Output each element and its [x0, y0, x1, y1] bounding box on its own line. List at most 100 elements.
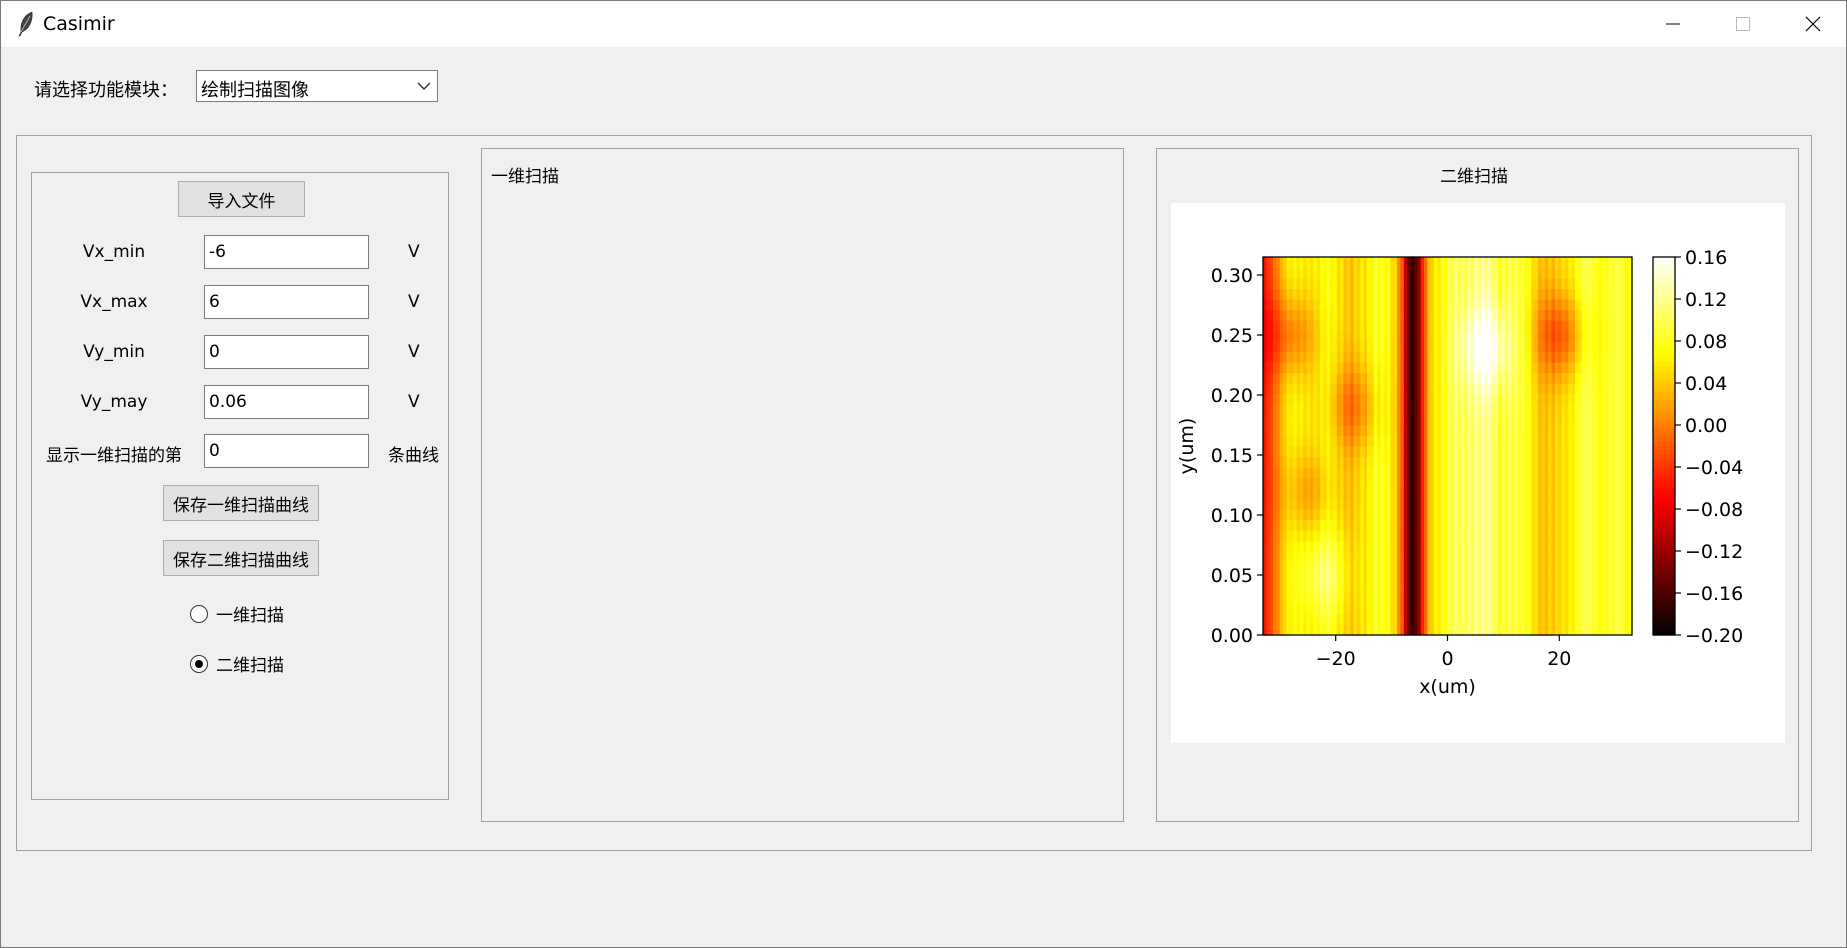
- heatmap-cell: [1477, 341, 1482, 353]
- radio-2d-scan[interactable]: 二维扫描: [190, 651, 284, 676]
- heatmap-cell: [1340, 288, 1345, 300]
- heatmap-cell: [1296, 561, 1301, 573]
- heatmap-cell: [1558, 477, 1563, 489]
- heatmap-cell: [1387, 320, 1392, 332]
- heatmap-cell: [1279, 351, 1284, 363]
- heatmap-cell: [1343, 435, 1348, 447]
- heatmap-cell: [1514, 435, 1519, 447]
- heatmap-cell: [1554, 593, 1559, 605]
- heatmap-cell: [1554, 330, 1559, 342]
- heatmap-cell: [1430, 267, 1435, 279]
- heatmap-cell: [1464, 498, 1469, 510]
- heatmap-cell: [1571, 624, 1576, 636]
- colorbar-segment: [1653, 479, 1675, 485]
- heatmap-cell: [1403, 341, 1408, 353]
- vx-max-input[interactable]: [204, 285, 369, 319]
- heatmap-cell: [1581, 414, 1586, 426]
- heatmap-cell: [1434, 488, 1439, 500]
- heatmap-cell: [1578, 414, 1583, 426]
- heatmap-cell: [1541, 467, 1546, 479]
- heatmap-cell: [1501, 309, 1506, 321]
- heatmap-cell: [1316, 372, 1321, 384]
- heatmap-cell: [1430, 551, 1435, 563]
- maximize-button[interactable]: [1708, 1, 1778, 47]
- heatmap-cell: [1299, 362, 1304, 374]
- field-unit-vy-may: V: [408, 392, 420, 412]
- heatmap-cell: [1484, 362, 1489, 374]
- heatmap-cell: [1410, 414, 1415, 426]
- heatmap-cell: [1279, 288, 1284, 300]
- heatmap-cell: [1283, 614, 1288, 626]
- heatmap-cell: [1273, 435, 1278, 447]
- curve-index-input[interactable]: [204, 434, 369, 468]
- vx-min-input[interactable]: [204, 235, 369, 269]
- heatmap-cell: [1309, 561, 1314, 573]
- heatmap-cell: [1420, 530, 1425, 542]
- heatmap-cell: [1524, 519, 1529, 531]
- radio-1d-scan[interactable]: 一维扫描: [190, 601, 284, 626]
- heatmap-cell: [1313, 498, 1318, 510]
- heatmap-cell: [1380, 477, 1385, 489]
- save-1d-curve-button[interactable]: 保存一维扫描曲线: [163, 485, 319, 521]
- heatmap-cell: [1350, 593, 1355, 605]
- module-select[interactable]: 绘制扫描图像: [196, 70, 438, 102]
- save-2d-curve-button[interactable]: 保存二维扫描曲线: [163, 540, 319, 576]
- heatmap-cell: [1293, 372, 1298, 384]
- heatmap-cell: [1407, 624, 1412, 636]
- heatmap-cell: [1316, 404, 1321, 416]
- heatmap-cell: [1363, 530, 1368, 542]
- heatmap-cell: [1544, 530, 1549, 542]
- heatmap-cell: [1420, 267, 1425, 279]
- heatmap-cell: [1430, 309, 1435, 321]
- heatmap-cell: [1289, 624, 1294, 636]
- vy-min-input[interactable]: [204, 335, 369, 369]
- heatmap-cell: [1528, 519, 1532, 531]
- heatmap-cell: [1477, 582, 1482, 594]
- heatmap-cell: [1333, 561, 1338, 573]
- heatmap-cell: [1544, 561, 1549, 573]
- heatmap-cell: [1511, 540, 1516, 552]
- heatmap-cell: [1571, 309, 1576, 321]
- heatmap-cell: [1387, 519, 1392, 531]
- heatmap-cell: [1531, 477, 1536, 489]
- heatmap-cell: [1477, 488, 1482, 500]
- heatmap-cell: [1501, 530, 1506, 542]
- heatmap-cell: [1574, 530, 1579, 542]
- heatmap-cell: [1330, 309, 1335, 321]
- colorbar-segment: [1653, 378, 1675, 384]
- heatmap-cell: [1400, 561, 1405, 573]
- heatmap-cell: [1507, 509, 1512, 521]
- heatmap-cell: [1534, 540, 1539, 552]
- heatmap-cell: [1417, 519, 1422, 531]
- minimize-button[interactable]: [1638, 1, 1708, 47]
- heatmap-cell: [1564, 477, 1569, 489]
- heatmap-cell: [1517, 320, 1522, 332]
- heatmap-cell: [1501, 603, 1506, 615]
- colorbar-tick-label: 0.04: [1685, 373, 1727, 395]
- heatmap-cell: [1434, 603, 1439, 615]
- heatmap-cell: [1366, 551, 1371, 563]
- heatmap-cell: [1360, 425, 1365, 437]
- heatmap-cell: [1524, 456, 1529, 468]
- heatmap-cell: [1625, 393, 1630, 405]
- heatmap-cell: [1618, 561, 1623, 573]
- heatmap-cell: [1440, 257, 1445, 269]
- colorbar-segment: [1653, 488, 1675, 493]
- heatmap-cell: [1558, 425, 1563, 437]
- heatmap-cell: [1491, 372, 1496, 384]
- heatmap-cell: [1521, 320, 1526, 332]
- heatmap-cell: [1524, 488, 1529, 500]
- close-button[interactable]: [1778, 1, 1847, 47]
- import-file-button[interactable]: 导入文件: [178, 181, 305, 217]
- heatmap-cell: [1427, 446, 1432, 458]
- vy-may-input[interactable]: [204, 385, 369, 419]
- heatmap-cell: [1434, 267, 1439, 279]
- heatmap-cell: [1470, 488, 1475, 500]
- heatmap-cell: [1464, 288, 1469, 300]
- heatmap-cell: [1263, 498, 1267, 510]
- title-bar[interactable]: Casimir: [1, 1, 1846, 47]
- heatmap-cell: [1350, 372, 1355, 384]
- heatmap-cell: [1574, 477, 1579, 489]
- heatmap-cell: [1585, 414, 1589, 426]
- heatmap-cell: [1424, 467, 1428, 479]
